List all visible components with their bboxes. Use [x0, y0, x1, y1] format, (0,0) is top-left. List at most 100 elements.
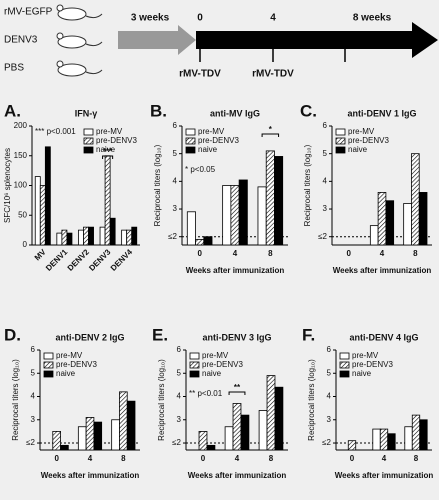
legend-swatch [189, 361, 200, 369]
bar [266, 375, 276, 451]
panel-title: anti-DENV 2 IgG [55, 332, 124, 342]
bar [404, 426, 413, 451]
legend-label: pre-DENV3 [348, 136, 389, 145]
bar [203, 236, 213, 246]
y-tick-label: 5 [177, 368, 182, 377]
bar [274, 386, 284, 451]
legend-swatch [335, 146, 346, 154]
y-tick-label: 3 [327, 415, 332, 424]
legend-swatch [339, 370, 350, 378]
annotation: *** [103, 147, 113, 156]
bar [257, 186, 267, 246]
legend-swatch [339, 361, 350, 369]
y-tick-label: ≤2 [322, 438, 331, 447]
group-label: PBS [4, 63, 24, 74]
panel-letter: C. [300, 101, 317, 120]
y-tick-label: 4 [177, 392, 182, 401]
bracket [261, 133, 280, 137]
legend-swatch [339, 352, 350, 360]
x-tick-label: DENV1 [44, 247, 70, 273]
y-tick-label: ≤2 [168, 232, 177, 241]
x-tick-label: 8 [268, 249, 273, 258]
bar [347, 440, 357, 451]
timeline: rMV-EGFP DENV3 PBS 3 weeks 0 4 8 weeks r… [4, 4, 438, 80]
group-label: rMV-EGFP [4, 7, 53, 18]
bar [230, 185, 240, 246]
y-tick-label: 100 [14, 181, 28, 190]
bar [186, 211, 196, 246]
x-tick-label: 4 [380, 249, 385, 258]
bar [411, 414, 421, 451]
week-label: 8 weeks [353, 13, 392, 24]
bar [66, 232, 73, 246]
bar [39, 185, 46, 246]
x-tick-label: 4 [88, 454, 93, 463]
legend-label: pre-DENV3 [352, 360, 393, 369]
y-tick-label: 5 [31, 368, 36, 377]
time-arrow [196, 22, 438, 58]
x-tick-label: 8 [121, 454, 126, 463]
bar [198, 430, 208, 451]
panel-letter: B. [150, 101, 167, 120]
group-label: DENV3 [4, 35, 38, 46]
y-tick-label: 5 [173, 149, 178, 158]
bar [56, 232, 63, 246]
y-tick-label: 6 [327, 345, 332, 354]
panel-title: anti-DENV 3 IgG [202, 332, 271, 342]
bar [377, 192, 387, 246]
annotation: *** p<0.001 [35, 127, 76, 136]
legend-label: naive [198, 145, 218, 154]
panel-letter: F. [302, 325, 315, 344]
legend-label: naive [348, 145, 368, 154]
legend-label: pre-MV [96, 127, 123, 136]
y-tick-label: 3 [173, 204, 178, 213]
y-axis-label: SFC/10⁶ splenocytes [3, 148, 12, 223]
bar [240, 414, 250, 451]
legend-label: naive [56, 369, 76, 378]
y-axis-label: Reciprocal titers (log₁₀) [153, 144, 162, 226]
x-axis-label: Weeks after immunization [333, 266, 432, 275]
bracket [228, 391, 246, 395]
bar [274, 156, 284, 246]
bar [372, 428, 381, 451]
legend-label: naive [202, 369, 222, 378]
y-tick-label: 5 [323, 149, 328, 158]
legend-label: pre-MV [348, 127, 375, 136]
bar [111, 419, 120, 451]
bar [85, 417, 95, 451]
y-tick-label: 6 [173, 121, 178, 130]
bar [419, 419, 428, 451]
x-tick-label: 4 [235, 454, 240, 463]
x-axis-label: Weeks after immunization [335, 471, 434, 480]
bar [77, 426, 87, 451]
y-axis-label: Reciprocal titers (log₁₀) [11, 359, 20, 441]
bar [104, 155, 111, 246]
bar [78, 229, 84, 246]
bar [222, 185, 232, 246]
interval-label: 3 weeks [131, 13, 170, 24]
dose-label: rMV-TDV [179, 69, 221, 80]
bar [83, 226, 89, 246]
legend-swatch [185, 137, 196, 145]
x-tick-label: 0 [201, 454, 206, 463]
panel-letter: E. [152, 325, 168, 344]
bar [126, 400, 136, 451]
legend-swatch [185, 128, 196, 136]
x-axis-label: Weeks after immunization [186, 266, 285, 275]
x-tick-label: 4 [233, 249, 238, 258]
bracket [102, 155, 114, 159]
y-axis-label: Reciprocal titers (log₁₀) [307, 359, 316, 441]
bar [99, 226, 106, 246]
bar [109, 217, 116, 246]
legend-swatch [83, 128, 94, 136]
bar [265, 150, 275, 246]
bar [403, 203, 412, 246]
y-tick-label: 3 [177, 415, 182, 424]
bar [121, 229, 128, 246]
bar [126, 229, 133, 246]
legend-swatch [43, 361, 54, 369]
panel-title: anti-DENV 4 IgG [349, 332, 418, 342]
legend-swatch [185, 146, 196, 154]
bar [60, 444, 69, 451]
legend-label: pre-MV [198, 127, 225, 136]
